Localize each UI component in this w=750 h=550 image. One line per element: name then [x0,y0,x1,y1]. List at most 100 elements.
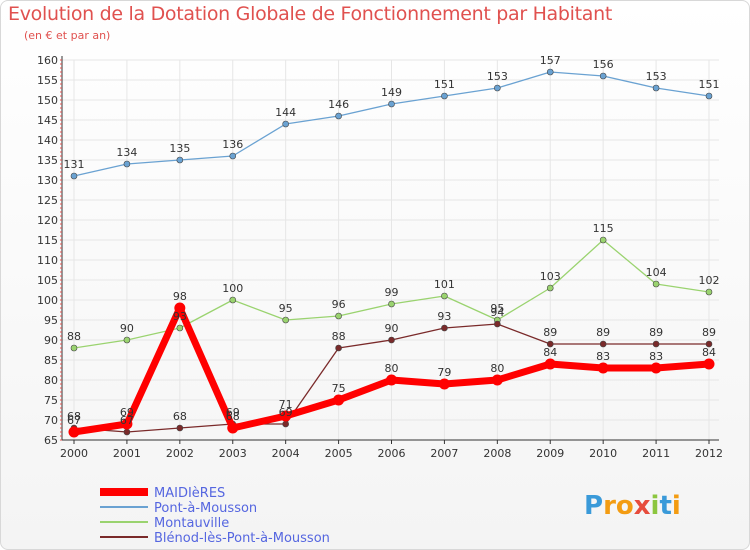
data-label: 115 [593,222,614,235]
y-tick-label: 85 [44,354,58,367]
data-label: 71 [279,398,293,411]
data-label: 84 [702,346,716,359]
data-label: 103 [540,270,561,283]
data-label: 75 [332,382,346,395]
data-label: 68 [173,410,187,423]
data-point [652,340,660,348]
data-point [705,288,713,296]
proxiti-logo: Proxiti [584,491,681,521]
x-tick-label: 2005 [325,447,353,460]
data-label: 68 [67,410,81,423]
y-tick-label: 150 [37,94,58,107]
y-tick-label: 155 [37,74,58,87]
legend-label: Montauville [154,516,229,531]
data-label: 80 [490,362,504,375]
chart-subtitle: (en € et par an) [24,29,111,42]
y-tick-label: 75 [44,394,58,407]
chart-title: Evolution de la Dotation Globale de Fonc… [8,3,613,25]
data-point [68,426,80,438]
data-point [282,316,289,324]
x-tick-label: 2010 [589,447,617,460]
data-point [388,300,395,308]
axes: 65 70 75 80 85 90 95 100 105 110 115 120 125 130 135 14… [37,54,723,460]
data-point [599,236,607,244]
legend-label: Pont-à-Mousson [154,501,257,516]
data-point [441,324,448,332]
data-label: 149 [381,86,402,99]
legend-label: Blénod-lès-Pont-à-Mousson [154,531,330,546]
data-point [335,344,342,352]
data-label: 79 [437,366,451,379]
x-tick-label: 2012 [695,447,723,460]
data-label: 88 [332,330,346,343]
data-label: 157 [540,54,561,67]
data-label: 151 [699,78,720,91]
data-point [703,358,715,370]
x-tick-label: 2002 [166,447,194,460]
data-label: 67 [67,414,81,427]
data-point [599,340,607,348]
data-point [388,100,395,108]
data-point [229,296,237,304]
x-tick-label: 2011 [642,447,670,460]
data-label: 89 [702,326,716,339]
x-tick-label: 2009 [536,447,564,460]
data-point [599,72,607,80]
x-tick-label: 2001 [113,447,141,460]
data-label: 69 [279,406,293,419]
data-label: 69 [226,406,240,419]
data-point [441,292,448,300]
data-point [280,410,292,422]
data-label: 94 [490,306,504,319]
y-tick-label: 145 [37,114,58,127]
data-label: 146 [328,98,349,111]
data-label: 90 [120,322,134,335]
data-point [176,324,184,332]
data-point [546,284,554,292]
data-label: 135 [169,142,190,155]
data-label: 83 [596,350,610,363]
data-label: 131 [64,158,85,171]
data-label: 67 [120,414,134,427]
data-point [282,120,289,128]
x-tick-label: 2007 [430,447,458,460]
y-tick-label: 120 [37,214,58,227]
y-tick-label: 125 [37,194,58,207]
data-label: 93 [437,310,451,323]
x-tick-label: 2003 [219,447,247,460]
data-point [335,312,342,320]
data-point [705,92,713,100]
data-point [227,422,239,434]
data-label: 69 [120,406,134,419]
data-point [546,68,554,76]
data-label: 68 [226,410,240,423]
data-label: 153 [646,70,667,83]
data-point [70,172,78,180]
data-point [123,336,131,344]
y-tick-label: 65 [44,434,58,447]
data-point [333,394,345,406]
data-label: 104 [646,266,667,279]
data-label: 101 [434,278,455,291]
y-tick-label: 115 [37,234,58,247]
data-point [388,336,395,344]
y-tick-label: 95 [44,314,58,327]
y-tick-label: 90 [44,334,58,347]
data-label: 95 [490,302,504,315]
data-point [650,362,662,374]
data-label: 99 [385,286,399,299]
data-point [335,112,342,120]
data-label: 89 [596,326,610,339]
data-point [70,344,78,352]
data-point [441,92,448,100]
data-label: 89 [543,326,557,339]
data-point [386,374,397,386]
data-label: 98 [173,290,187,303]
logo-text: Proxiti [584,491,681,521]
data-point [282,420,289,428]
data-point [597,362,609,374]
x-tick-label: 2006 [378,447,406,460]
legend-label: MAIDIèRES [154,486,225,501]
